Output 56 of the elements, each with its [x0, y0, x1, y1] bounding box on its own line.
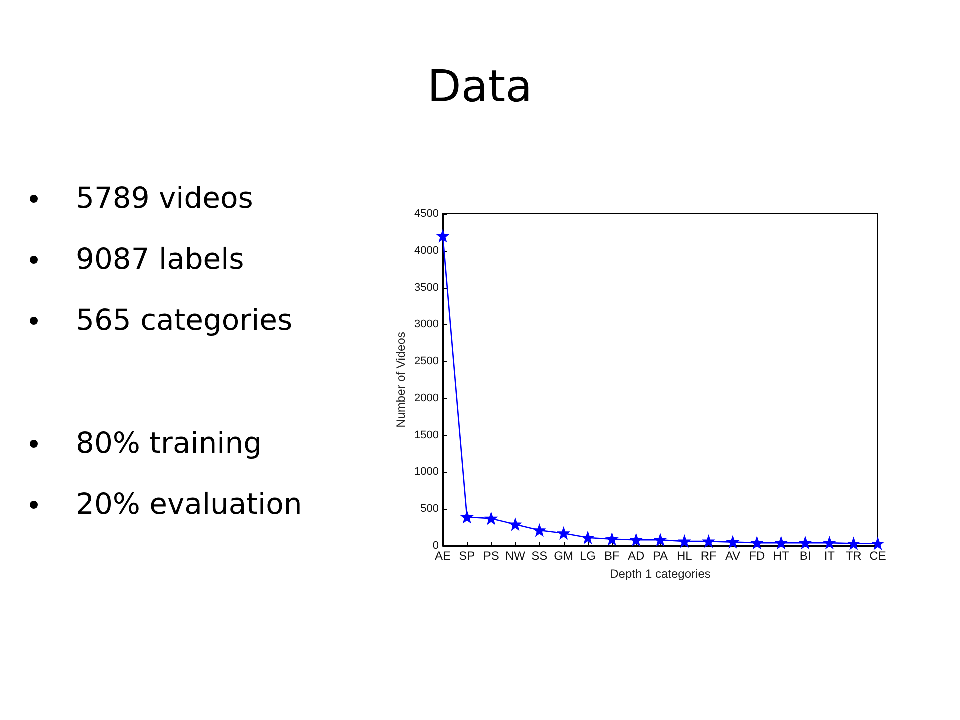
x-tick-label: BI	[800, 549, 812, 563]
x-tick-label: HT	[773, 549, 790, 563]
point	[848, 538, 860, 550]
x-tick-label: GM	[554, 549, 574, 563]
point	[872, 538, 884, 550]
text: 20% evaluation	[76, 486, 302, 523]
x-tick-label: PS	[483, 549, 500, 563]
x-tick-label: SP	[459, 549, 476, 563]
point	[582, 532, 594, 544]
x-tick-label: BF	[604, 549, 620, 563]
y-axis-title: Number of Videos	[394, 332, 408, 428]
x-tick-label: TR	[846, 549, 862, 563]
y-tick-label: 4000	[414, 244, 439, 257]
point	[654, 534, 666, 546]
point	[727, 536, 739, 548]
point	[776, 537, 787, 549]
point	[606, 534, 618, 546]
y-tick-label: 3000	[414, 318, 439, 331]
x-tick-label: AV	[725, 549, 741, 563]
text: 9087 labels	[76, 241, 246, 278]
y-tick-label: 1500	[414, 429, 439, 442]
point	[534, 524, 546, 536]
point	[486, 513, 497, 524]
point	[752, 537, 763, 549]
x-tick-label: NW	[506, 549, 526, 563]
point	[703, 536, 714, 548]
y-tick-label: 2500	[414, 356, 439, 368]
point	[800, 537, 812, 549]
point	[558, 528, 570, 540]
chart-title: Data	[427, 62, 533, 112]
x-tick-label: FD	[749, 549, 766, 563]
point	[510, 518, 522, 530]
text: 5789 videos	[76, 180, 254, 217]
y-tick-label: 2000	[414, 392, 439, 404]
point	[679, 536, 690, 548]
text: 565 categories	[76, 302, 294, 339]
y-tick-label: 500	[420, 503, 439, 516]
point	[630, 534, 642, 546]
y-tick-label: 3500	[414, 282, 439, 294]
x-tick-label: PA	[652, 549, 668, 563]
point	[437, 230, 449, 242]
x-axis-title: Depth 1 categories	[610, 567, 711, 581]
text: 80% training	[76, 425, 264, 462]
x-tick-label: LG	[580, 549, 596, 563]
y-tick-label: 0	[432, 540, 439, 552]
point	[462, 512, 473, 523]
y-tick-label: 1000	[414, 466, 439, 478]
point	[824, 537, 836, 549]
y-tick-label: 4500	[414, 208, 439, 220]
x-tick-label: AD	[628, 549, 645, 563]
x-tick-label: HL	[676, 549, 693, 563]
x-tick-label: SS	[532, 549, 548, 563]
x-tick-label: AE	[434, 549, 452, 563]
x-tick-label: CE	[870, 549, 886, 563]
x-tick-label: IT	[824, 549, 836, 563]
x-tick-label: RF	[700, 549, 717, 563]
